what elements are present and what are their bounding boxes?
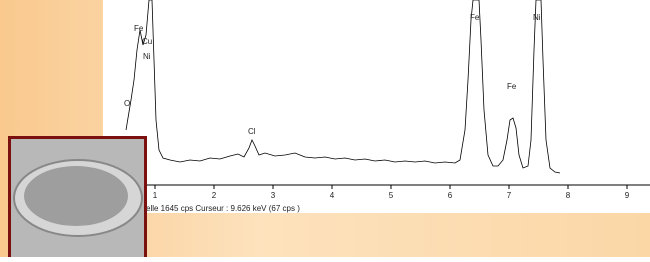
x-tick-label: 9	[625, 191, 630, 200]
peak-label: Fe	[134, 24, 144, 33]
x-tick-label: 4	[330, 191, 335, 200]
peak-label: Fe	[507, 82, 517, 91]
status-bar: elle 1645 cps Curseur : 9.626 keV (67 cp…	[146, 204, 300, 213]
plot-panel	[103, 0, 650, 213]
inset-photo	[8, 136, 147, 257]
x-tick-label: 5	[389, 191, 394, 200]
x-tick-label: 2	[212, 191, 217, 200]
x-tick-label: 1	[153, 191, 158, 200]
x-tick-label: 6	[448, 191, 453, 200]
peak-label: Cl	[248, 127, 256, 136]
x-tick-label: 3	[271, 191, 276, 200]
peak-label: Cu	[142, 37, 152, 46]
spectrum-window: 1 2 3 4 5 6 7 8 9 Fe Cu Ni O Cl Fe Fe Ni elle 16…	[0, 0, 650, 257]
peak-label: O	[124, 99, 130, 108]
peak-label: Fe	[470, 13, 480, 22]
x-tick-label: 8	[566, 191, 571, 200]
screenshot: 1 2 3 4 5 6 7 8 9 Fe Cu Ni O Cl Fe Fe Ni elle 16…	[0, 0, 650, 257]
photo-cavity	[24, 166, 128, 226]
x-tick-label: 7	[507, 191, 512, 200]
peak-label: Ni	[143, 52, 151, 61]
peak-label: Ni	[533, 13, 541, 22]
